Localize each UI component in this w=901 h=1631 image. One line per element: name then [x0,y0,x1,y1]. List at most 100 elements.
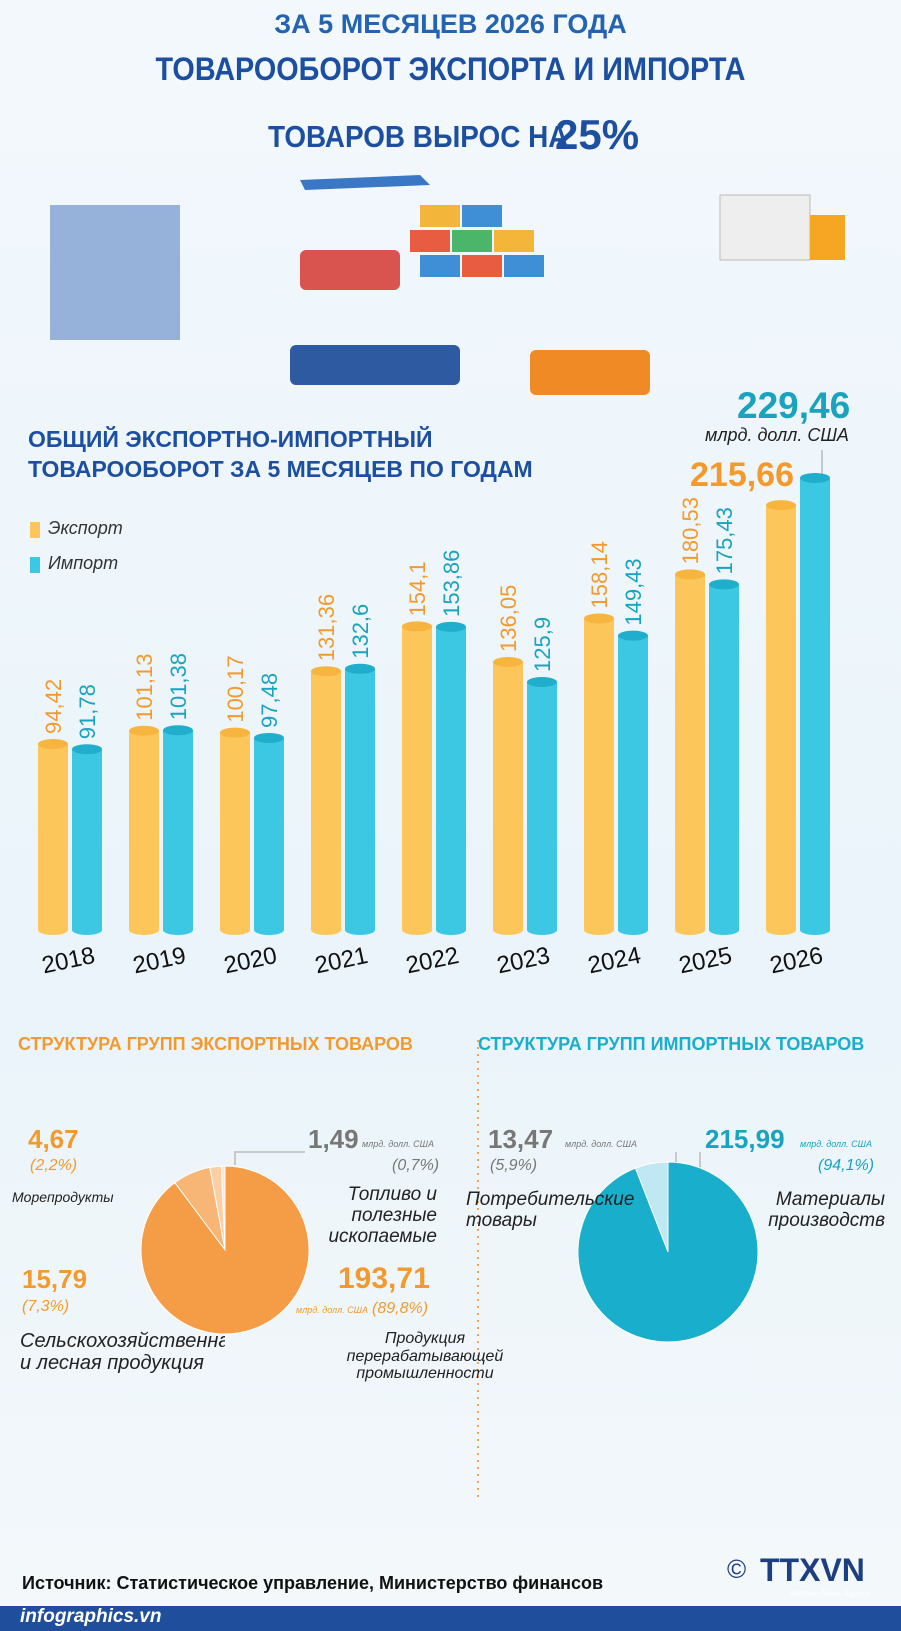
value-label: 125,9 [530,617,555,672]
x-tick-label: 2024 [586,942,644,980]
chart-title: ТОВАРООБОРОТ ЗА 5 МЕСЯЦЕВ ПО ГОДАМ [28,456,533,482]
bar-base [163,925,193,935]
category-label: Потребительские товары [466,1189,635,1231]
source: Источник: Статистическое управление, Мин… [22,1573,604,1593]
pie-slice [577,1161,759,1343]
bar-cap [493,656,523,667]
x-tick-label: 2026 [768,942,826,980]
category-label: Сельскохозяйственная и лесная продукция [20,1330,225,1374]
bar [220,732,250,930]
header-line3: ТОВАРОВ ВЫРОС НА [268,119,569,154]
bar-base [709,925,739,935]
bar [436,626,466,930]
value-label: 91,78 [75,684,100,739]
value-label: 101,13 [132,653,157,720]
bar-cap [584,613,614,624]
bar-base [345,925,375,935]
bar-base [493,925,523,935]
value-label: 1,49 [308,1124,359,1154]
bar-base [766,925,796,935]
bar [38,743,68,930]
share-label: (7,3%) [22,1298,70,1315]
unit-label: млрд. долл. США [705,424,849,445]
bar [129,730,159,930]
value-label: 100,17 [223,655,248,722]
value-label: 215,99 [705,1124,785,1154]
bar-cap [766,500,796,511]
bar [618,635,648,930]
pie-slice [140,1165,310,1335]
bar [163,730,193,930]
value-label: 153,86 [439,550,464,617]
bar-cap [675,569,705,580]
value-label: 149,43 [621,558,646,625]
bar [800,477,830,930]
bar [345,668,375,930]
unit-label: млрд. долл. США [362,1139,434,1149]
value-label: 15,79 [22,1264,88,1294]
pie-title: СТРУКТУРА ГРУПП ИМПОРТНЫХ ТОВАРОВ [478,1034,865,1054]
bar [402,626,432,930]
value-label: 175,43 [712,507,737,574]
bar-cap [527,676,557,687]
x-tick-label: 2021 [313,942,371,980]
bar-base [72,925,102,935]
bar [254,737,284,930]
value-label: 193,71 [338,1262,430,1295]
value-label: 154,1 [405,561,430,616]
bar-base [618,925,648,935]
bar-base [220,925,250,935]
bar-cap [129,725,159,736]
share-label: (89,8%) [372,1300,429,1317]
bar-cap [800,472,830,483]
bar-cap [311,666,341,677]
x-tick-label: 2025 [677,942,735,980]
legend-label: Импорт [48,553,119,573]
share-label: (5,9%) [490,1157,538,1174]
header-line1: ЗА 5 МЕСЯЦЕВ 2026 ГОДА [274,9,627,39]
bar-cap [38,738,68,749]
value-label: 101,38 [166,653,191,720]
legend-swatch [30,557,40,573]
bar [527,681,557,930]
bar-base [129,925,159,935]
value-label: 180,53 [678,497,703,564]
share-label: (94,1%) [818,1157,875,1174]
value-label: 97,48 [257,673,282,728]
value-label: 136,05 [496,585,521,652]
bar-cap [402,621,432,632]
value-label: 13,47 [488,1124,554,1154]
bar [311,671,341,930]
bar [766,505,796,930]
x-tick-label: 2018 [40,942,98,980]
value-label: 158,14 [587,541,612,608]
bar-base [436,925,466,935]
bar-base [527,925,557,935]
value-label: 132,6 [348,604,373,659]
header-line2: ТОВАРООБОРОТ ЭКСПОРТА И ИМПОРТА [155,51,746,87]
category-label: Топливо и полезные ископаемые [328,1184,437,1247]
bar-cap [436,621,466,632]
share-label: (0,7%) [392,1157,440,1174]
x-tick-label: 2020 [222,942,280,980]
bar-cap [345,663,375,674]
bar-cap [220,727,250,738]
x-tick-label: 2022 [404,942,462,980]
logo: TTXVN [760,1552,865,1588]
bar-base [584,925,614,935]
illustration [50,175,845,395]
header-highlight: 25% [555,111,640,158]
bar-base [675,925,705,935]
agency: Vietnam News Agency [790,1589,871,1598]
footer-band [0,1606,901,1631]
bar-cap [72,744,102,755]
category-label: Продукция перерабатывающей промышленност… [346,1330,504,1383]
value-label: 215,66 [690,456,794,495]
bar-cap [709,579,739,590]
bar-cap [618,630,648,641]
x-tick-label: 2019 [131,942,189,980]
bar [72,749,102,930]
value-label: 4,67 [28,1124,79,1154]
bar [709,584,739,930]
